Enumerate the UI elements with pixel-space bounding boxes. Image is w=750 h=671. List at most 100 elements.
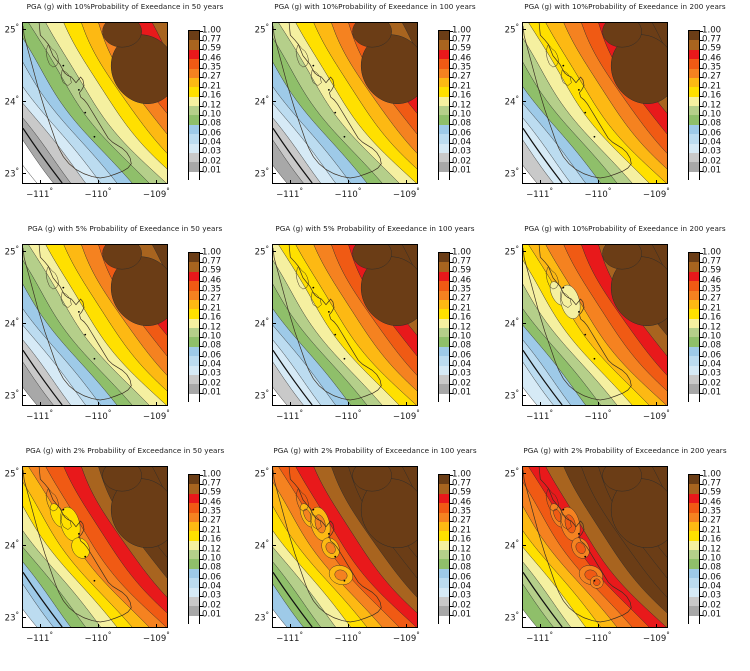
colorbar-band bbox=[189, 531, 199, 541]
y-axis-tick-label: 24° bbox=[505, 539, 519, 551]
degree-symbol: ° bbox=[299, 409, 303, 417]
y-axis-tick-mark bbox=[272, 545, 276, 547]
colorbar-tick-mark bbox=[450, 124, 453, 126]
colorbar-labels: 1.00 0.77 0.59 0.46 0.35 0.27 0.21 0.16 0.12 0.10… bbox=[452, 470, 492, 624]
colorbar-tick-label: 0.59 bbox=[202, 43, 222, 54]
colorbar-band bbox=[689, 568, 699, 579]
colorbar-tick-mark bbox=[200, 568, 203, 570]
y-axis-tick-label: 24° bbox=[5, 539, 19, 551]
colorbar-tick-mark bbox=[450, 261, 453, 263]
x-axis-tick-mark bbox=[656, 180, 658, 184]
colorbar-band bbox=[439, 484, 449, 494]
colorbar-gradient bbox=[188, 30, 200, 181]
colorbar-band bbox=[689, 49, 699, 60]
colorbar-tick-mark bbox=[450, 58, 453, 60]
x-axis-tick-mark bbox=[406, 402, 408, 406]
colorbar-tick-label: 0.04 bbox=[702, 359, 722, 370]
plot-area: 25° 24° 23° −111° −110° −109° bbox=[5, 244, 170, 421]
y-axis-tick-label: 25° bbox=[505, 467, 519, 479]
colorbar-tick-label: 0.35 bbox=[702, 506, 722, 517]
x-tick-value: −110 bbox=[84, 633, 108, 644]
colorbar-band bbox=[439, 281, 449, 291]
colorbar-band bbox=[689, 337, 699, 347]
colorbar-band bbox=[689, 559, 699, 569]
x-axis-tick-mark bbox=[656, 402, 658, 406]
colorbar-band bbox=[689, 606, 699, 616]
y-axis-tick-label: 24° bbox=[505, 317, 519, 329]
x-axis-tick-mark bbox=[289, 624, 291, 628]
x-tick-value: −111 bbox=[526, 411, 550, 422]
colorbar-tick-label: 0.08 bbox=[202, 118, 222, 129]
colorbar-tick-label: 0.12 bbox=[702, 100, 722, 111]
x-axis-tick-mark bbox=[156, 402, 158, 406]
degree-symbol: ° bbox=[357, 187, 362, 195]
colorbar-tick-label: 0.77 bbox=[452, 34, 472, 45]
colorbar-band bbox=[189, 271, 199, 282]
colorbar-tick-label: 1.00 bbox=[452, 247, 472, 258]
y-axis-tick-mark bbox=[272, 173, 276, 175]
colorbar-tick-mark bbox=[200, 152, 203, 154]
colorbar-tick-label: 1.00 bbox=[452, 25, 472, 36]
colorbar-tick-label: 0.35 bbox=[202, 506, 222, 517]
colorbar-band bbox=[189, 337, 199, 347]
pga-colorbar: 1.00 0.77 0.59 0.46 0.35 0.27 0.21 0.16 0.12 0.10… bbox=[438, 470, 471, 625]
colorbar-tick-mark bbox=[700, 143, 703, 144]
pga-colorbar: 1.00 0.77 0.59 0.46 0.35 0.27 0.21 0.16 0.12 0.10… bbox=[688, 248, 721, 403]
degree-symbol: ° bbox=[15, 23, 20, 32]
colorbar-band bbox=[689, 531, 699, 541]
colorbar-tick-label: 0.12 bbox=[202, 100, 222, 111]
colorbar-band bbox=[689, 162, 699, 172]
colorbar-band bbox=[189, 143, 199, 153]
colorbar-band bbox=[439, 124, 449, 135]
y-axis-tick-mark bbox=[22, 545, 26, 547]
y-axis-tick-mark bbox=[272, 101, 276, 103]
colorbar-band bbox=[689, 615, 699, 625]
x-tick-value: −110 bbox=[334, 189, 358, 200]
colorbar-tick-label: 0.10 bbox=[702, 553, 722, 564]
colorbar-band bbox=[189, 106, 199, 116]
y-axis-tick-mark bbox=[522, 251, 526, 253]
y-axis-tick-mark bbox=[522, 473, 526, 475]
colorbar-tick-label: 0.77 bbox=[202, 478, 222, 489]
x-axis-tick-mark bbox=[39, 402, 41, 406]
colorbar-tick-label: 0.59 bbox=[702, 487, 722, 498]
colorbar-tick-mark bbox=[200, 68, 203, 69]
contour-map bbox=[272, 244, 418, 406]
colorbar-tick-mark bbox=[200, 615, 203, 617]
colorbar-tick-mark bbox=[200, 261, 203, 263]
y-axis-tick-label: 23° bbox=[505, 389, 519, 401]
colorbar-band bbox=[689, 171, 699, 181]
colorbar-band bbox=[439, 578, 449, 588]
colorbar-tick-label: 0.27 bbox=[702, 72, 722, 83]
contour-map bbox=[522, 466, 668, 628]
colorbar-tick-label: 0.02 bbox=[702, 378, 722, 389]
colorbar-band bbox=[689, 384, 699, 394]
colorbar-tick-mark bbox=[700, 365, 703, 366]
colorbar-tick-label: 0.27 bbox=[202, 294, 222, 305]
colorbar-tick-mark bbox=[700, 346, 703, 348]
x-axis-tick-label: −109° bbox=[643, 631, 670, 643]
colorbar-band bbox=[439, 568, 449, 579]
colorbar-tick-mark bbox=[700, 105, 703, 107]
pga-colorbar: 1.00 0.77 0.59 0.46 0.35 0.27 0.21 0.16 0.12 0.10… bbox=[438, 26, 471, 181]
x-tick-value: −109 bbox=[642, 411, 667, 422]
colorbar-band bbox=[439, 615, 449, 625]
degree-symbol: ° bbox=[265, 317, 270, 326]
y-axis-tick-label: 25° bbox=[5, 245, 19, 257]
colorbar-band bbox=[439, 531, 449, 541]
y-tick-value: 24 bbox=[504, 319, 516, 330]
colorbar-tick-label: 0.04 bbox=[702, 137, 722, 148]
y-axis-tick-label: 25° bbox=[5, 23, 19, 35]
colorbar-tick-mark bbox=[700, 299, 703, 301]
colorbar-band bbox=[439, 40, 449, 50]
colorbar-tick-mark bbox=[200, 605, 203, 607]
y-axis-tick-mark bbox=[272, 29, 276, 31]
colorbar-tick-mark bbox=[450, 558, 453, 560]
y-axis-tick-label: 24° bbox=[505, 95, 519, 107]
degree-symbol: ° bbox=[515, 317, 520, 326]
colorbar-tick-mark bbox=[450, 299, 453, 301]
x-axis-tick-label: −110° bbox=[334, 187, 361, 199]
colorbar-band bbox=[689, 309, 699, 319]
colorbar-band bbox=[439, 596, 449, 607]
